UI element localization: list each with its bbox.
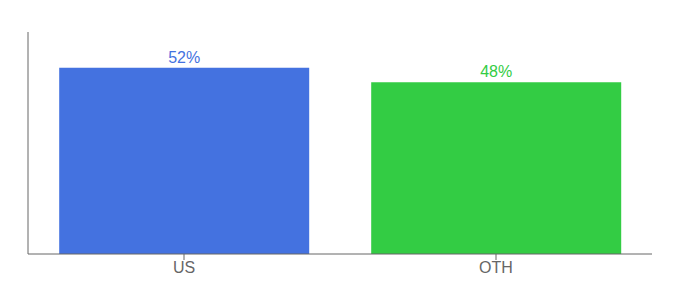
svg-text:48%: 48% xyxy=(480,63,512,80)
svg-text:OTH: OTH xyxy=(479,259,513,276)
svg-text:52%: 52% xyxy=(168,49,200,66)
svg-text:US: US xyxy=(173,259,195,276)
